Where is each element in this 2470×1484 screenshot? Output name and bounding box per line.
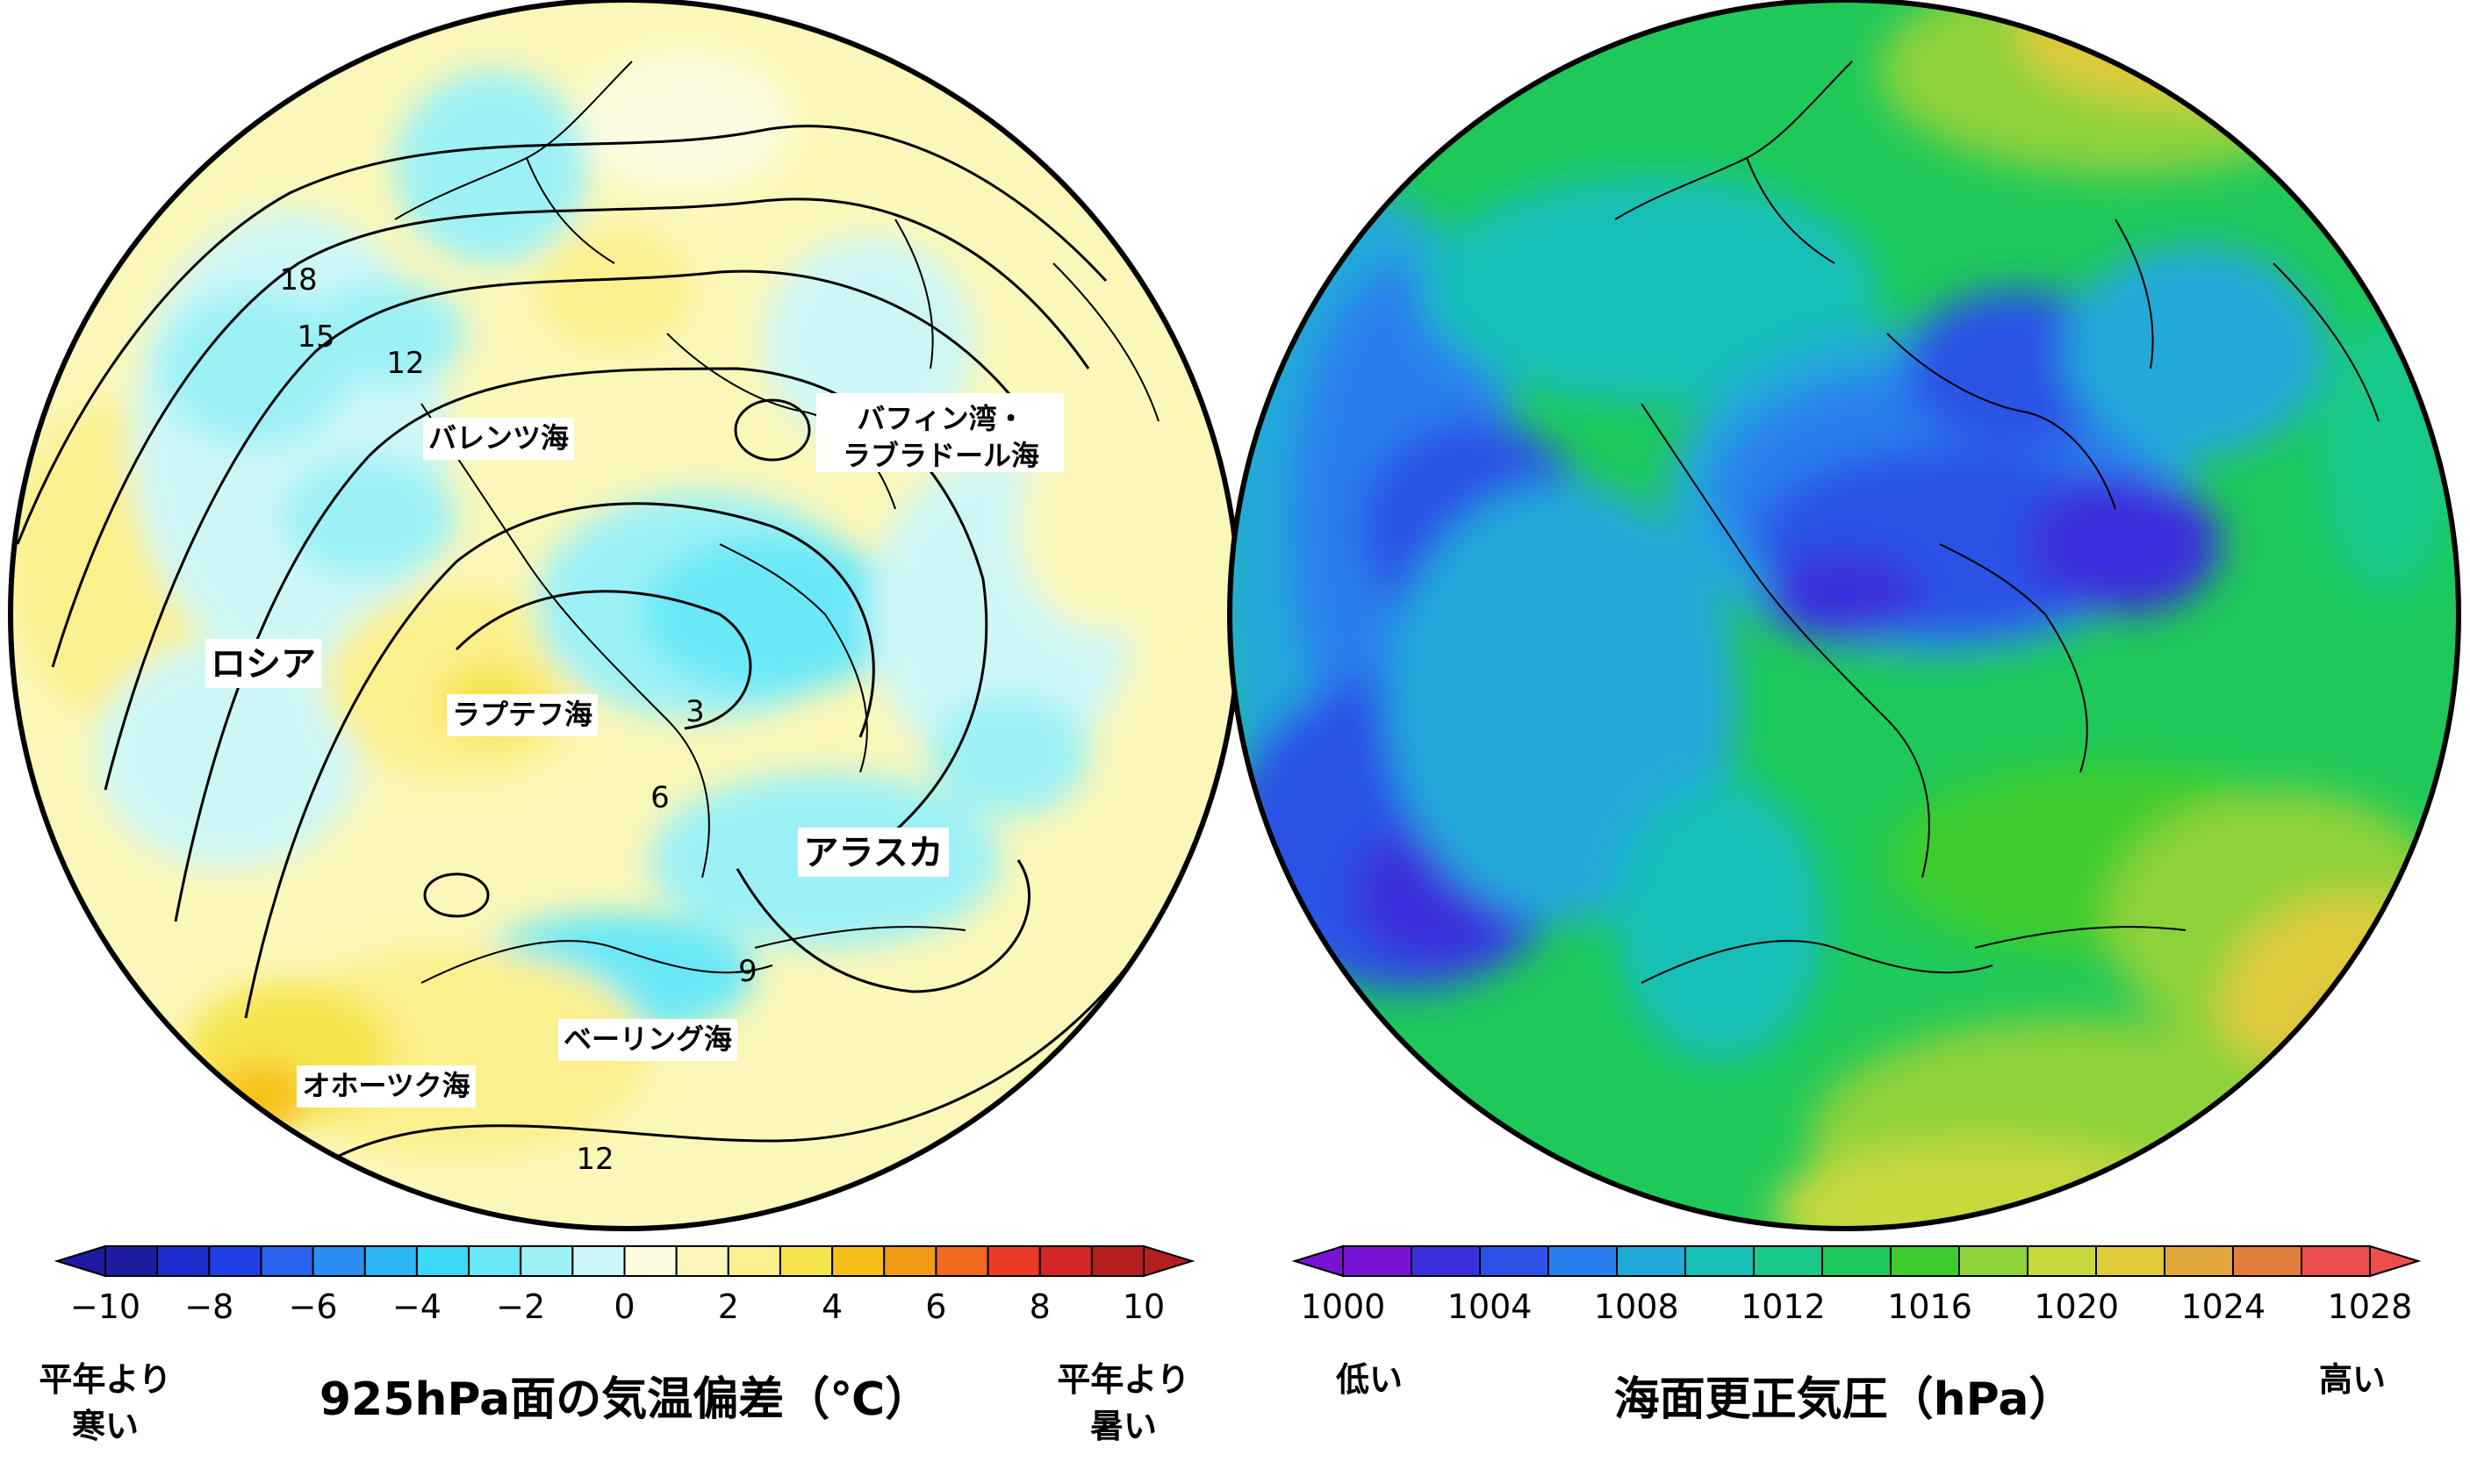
- temperature-colorbar-tick-label: 8: [1030, 1287, 1051, 1326]
- coastlines: [394, 61, 1160, 984]
- pressure-colorbar-swatch: [2301, 1245, 2371, 1277]
- pressure-colorbar-tick-label: 1008: [1594, 1287, 1679, 1326]
- left-title: 925hPa面の気温偏差（℃）: [320, 1373, 930, 1426]
- pressure-colorbar-tick-label: 1012: [1741, 1287, 1826, 1326]
- temperature-colorbar-tick-label: 2: [718, 1287, 739, 1326]
- pressure-colorbar-swatch: [2164, 1245, 2234, 1277]
- temperature-colorbar-swatch: [935, 1245, 989, 1277]
- pressure-colorbar-tick-label: 1016: [1887, 1287, 1972, 1326]
- left-high-label-line2: 暑い: [1090, 1407, 1157, 1445]
- temperature-colorbar-tick-label: 6: [925, 1287, 946, 1326]
- pressure-colorbar-swatch: [1684, 1245, 1755, 1277]
- temperature-anomaly-map: 18 15 12 3 6 9 12 ロシア バレンツ海ラプテフ海アラスカベーリング海オホーツク…: [8, 0, 1242, 1231]
- region-label: ラプテフ海: [452, 698, 592, 731]
- temperature-colorbar-tick-label: 0: [614, 1287, 635, 1326]
- region-label: バレンツ海: [428, 421, 569, 455]
- contour-label: 3: [686, 694, 705, 729]
- temperature-colorbar-swatch: [260, 1245, 314, 1277]
- left-low-label-line1: 平年より: [39, 1360, 171, 1399]
- pressure-colorbar-high-arrow: [2369, 1244, 2422, 1278]
- region-label: オホーツク海: [302, 1069, 470, 1102]
- temperature-colorbar-tick-label: −4: [392, 1287, 442, 1326]
- temperature-colorbar-swatch: [623, 1245, 678, 1277]
- temperature-colorbar-swatch: [363, 1245, 418, 1277]
- region-label-bg: [205, 639, 321, 688]
- pressure-colorbar-swatch: [2232, 1245, 2302, 1277]
- region-label-baffin-line2: ラブラドール海: [843, 439, 1039, 472]
- temperature-colorbar-swatch: [156, 1245, 211, 1277]
- pressure-colorbar-swatch: [2027, 1245, 2097, 1277]
- temperature-colorbar-tick-label: −10: [70, 1287, 140, 1326]
- temperature-colorbar-swatch: [312, 1245, 366, 1277]
- pressure-colorbar-swatch: [1821, 1245, 1892, 1277]
- temperature-colorbar-swatch: [571, 1245, 626, 1277]
- temperature-colorbar-swatch: [831, 1245, 886, 1277]
- temperature-colorbar-swatch: [1090, 1245, 1145, 1277]
- contour-label: 15: [297, 319, 334, 355]
- right-high-label: 高い: [2319, 1360, 2386, 1399]
- region-label-bg: [423, 418, 574, 460]
- pressure-colorbar-tick-label: 1024: [2180, 1287, 2265, 1326]
- pressure-colorbar-tick-label: 1004: [1447, 1287, 1533, 1326]
- pressure-colorbar-swatch: [1753, 1245, 1823, 1277]
- region-label-bg: [816, 393, 1064, 472]
- temperature-colorbar: −10 −8 −6 −4 −2 0 2 4 6 8 10: [54, 1244, 1196, 1326]
- contour-label: 6: [650, 780, 670, 815]
- pressure-colorbar-tick-label: 1028: [2328, 1287, 2413, 1326]
- pressure-colorbar-swatch: [2095, 1245, 2165, 1277]
- pressure-colorbar-swatch: [1479, 1245, 1549, 1277]
- pressure-colorbar-swatch: [1890, 1245, 1960, 1277]
- pressure-colorbar-tick-label: 1000: [1301, 1287, 1386, 1326]
- temperature-colorbar-swatch: [208, 1245, 262, 1277]
- region-label-baffin-line1: バフィン湾・: [857, 402, 1024, 435]
- left-low-label-line2: 寒い: [72, 1407, 139, 1445]
- region-label-bg: [558, 1019, 737, 1061]
- pressure-colorbar-swatch: [1958, 1245, 2028, 1277]
- temperature-contours: [16, 125, 1143, 1160]
- temperature-colorbar-swatch: [468, 1245, 522, 1277]
- contour-labels: 18 15 12 3 6 9 12: [279, 262, 758, 1177]
- temperature-colorbar-tick-label: 10: [1123, 1287, 1165, 1326]
- region-label: ベーリング海: [564, 1022, 732, 1056]
- temperature-colorbar-swatch: [675, 1245, 729, 1277]
- pressure-colorbar-swatch: [1547, 1245, 1618, 1277]
- pressure-colorbar-swatch: [1411, 1245, 1481, 1277]
- region-label-bg: [297, 1065, 476, 1108]
- right-low-label: 低い: [1336, 1360, 1403, 1399]
- right-title: 海面更正気圧（hPa）: [1614, 1373, 2075, 1426]
- region-label-bg: [447, 694, 598, 736]
- pressure-colorbar-low-arrow: [1291, 1244, 1344, 1278]
- temperature-colorbar-high-arrow: [1143, 1244, 1196, 1278]
- contour-label: 12: [576, 1142, 614, 1177]
- pressure-colorbar: 1000 1004 1008 1012 1016 1020 1024 1028: [1291, 1244, 2422, 1326]
- temperature-colorbar-swatch: [104, 1245, 159, 1277]
- temperature-colorbar-tick-label: −8: [184, 1287, 233, 1326]
- temperature-colorbar-tick-label: −2: [496, 1287, 545, 1326]
- temperature-colorbar-swatch: [883, 1245, 937, 1277]
- coastlines: [1614, 61, 2380, 984]
- temperature-colorbar-swatch: [520, 1245, 574, 1277]
- region-label: アラスカ: [803, 833, 943, 873]
- contour-label: 9: [738, 954, 758, 989]
- sea-level-pressure-map: [1227, 0, 2461, 1231]
- region-label: ロシア: [211, 644, 316, 685]
- temperature-colorbar-tick-label: −6: [289, 1287, 338, 1326]
- temperature-colorbar-swatch: [987, 1245, 1041, 1277]
- contour-label: 12: [386, 346, 424, 381]
- region-label-bg: [798, 828, 949, 877]
- pressure-colorbar-tick-label: 1020: [2034, 1287, 2119, 1326]
- temperature-colorbar-low-arrow: [54, 1244, 106, 1278]
- pressure-colorbar-swatch: [1616, 1245, 1686, 1277]
- temperature-colorbar-tick-label: 4: [822, 1287, 843, 1326]
- pressure-colorbar-swatch: [1342, 1245, 1412, 1277]
- contour-label: 18: [279, 262, 317, 298]
- temperature-colorbar-swatch: [1038, 1245, 1093, 1277]
- temperature-colorbar-swatch: [415, 1245, 470, 1277]
- left-high-label-line1: 平年より: [1057, 1360, 1189, 1399]
- map-outline: [1227, 0, 2461, 1231]
- temperature-colorbar-swatch: [779, 1245, 834, 1277]
- temperature-colorbar-swatch: [727, 1245, 781, 1277]
